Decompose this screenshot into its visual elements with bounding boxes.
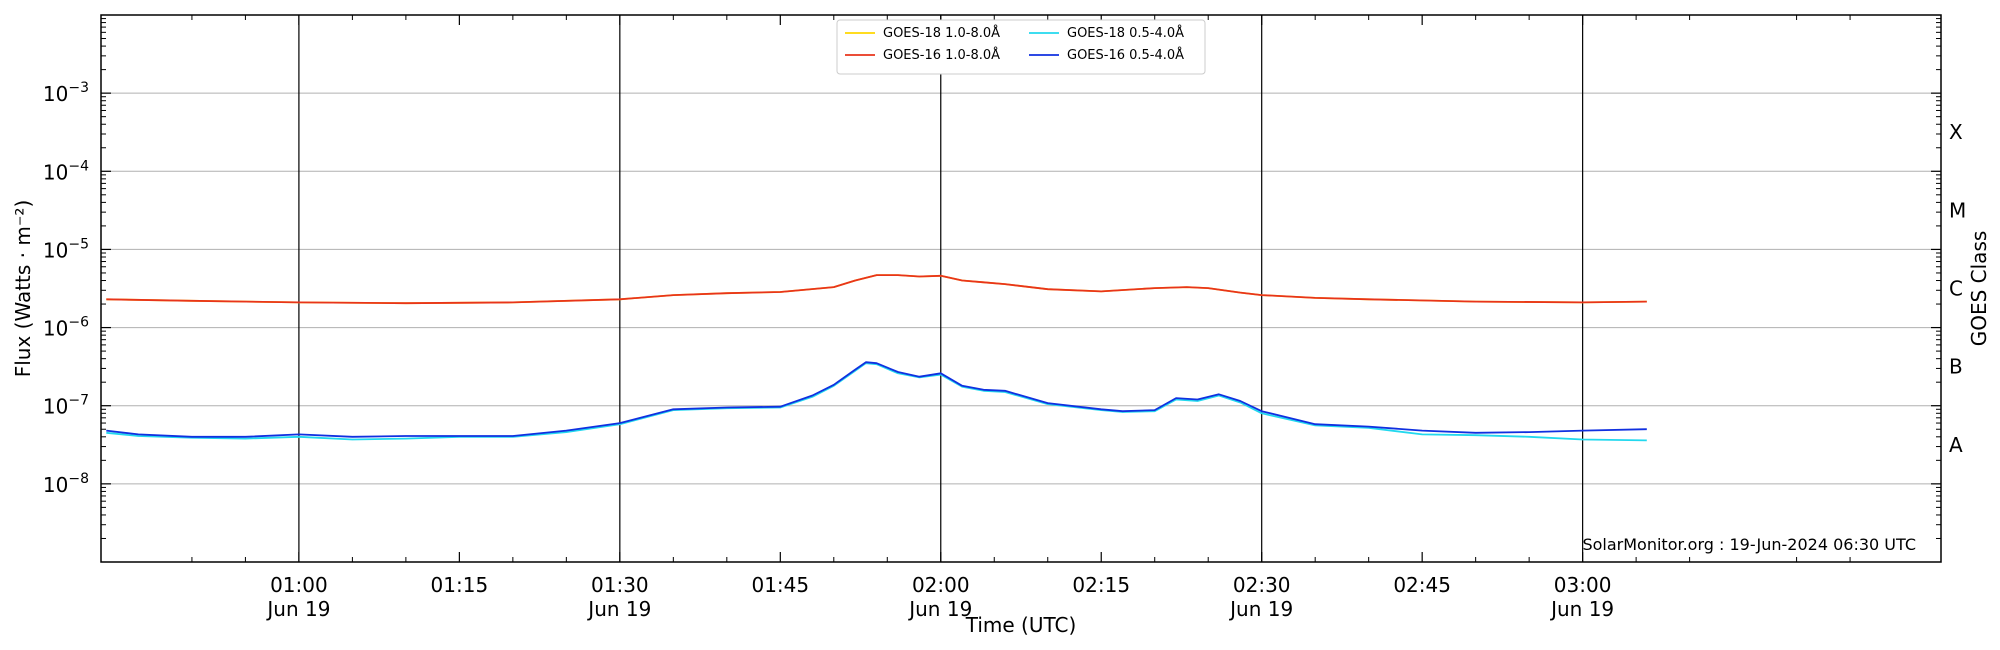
legend-label-3: GOES-16 0.5-4.0Å (1067, 47, 1184, 63)
y-tick-exponent: −5 (68, 236, 89, 252)
x-tick-label-time: 02:00 (912, 573, 970, 597)
x-tick-label-time: 02:15 (1072, 573, 1130, 597)
y-tick-label: 10−3 (43, 80, 89, 106)
goes-class-C: C (1949, 277, 1963, 301)
legend-label-1: GOES-16 1.0-8.0Å (883, 47, 1000, 63)
y-tick-base: 10 (43, 473, 68, 497)
goes-class-labels: A B C M X (1949, 120, 1966, 457)
series-line-1 (106, 274, 1647, 305)
legend-label-0: GOES-18 1.0-8.0Å (883, 25, 1000, 41)
x-tick-label-time: 01:00 (270, 573, 328, 597)
legend: GOES-18 1.0-8.0Å GOES-18 0.5-4.0Å GOES-16 … (836, 19, 1206, 75)
x-tick-label-date: Jun 19 (265, 597, 330, 621)
right-axis-title: GOES Class (1967, 231, 1991, 347)
y-axis-title: Flux (Watts · m⁻²) (11, 200, 35, 378)
x-tick-label-time: 01:45 (751, 573, 809, 597)
y-tick-base: 10 (43, 395, 68, 419)
x-tick-label-time: 01:15 (431, 573, 489, 597)
series-line-3 (106, 361, 1647, 438)
goes-class-B: B (1949, 355, 1963, 379)
y-tick-base: 10 (43, 238, 68, 262)
x-tick-label-time: 03:00 (1554, 573, 1612, 597)
y-tick-exponent: −6 (68, 315, 89, 331)
y-tick-exponent: −7 (68, 393, 89, 409)
y-tick-exponent: −3 (68, 80, 89, 96)
y-tick-label: 10−8 (43, 471, 89, 497)
y-tick-exponent: −4 (68, 158, 89, 174)
y-tick-base: 10 (43, 160, 68, 184)
x-tick-label-time: 02:45 (1393, 573, 1451, 597)
goes-class-X: X (1949, 120, 1963, 144)
y-tick-base: 10 (43, 82, 68, 106)
x-tick-label-date: Jun 19 (586, 597, 651, 621)
series-lines (106, 274, 1647, 442)
x-tick-label-time: 01:30 (591, 573, 649, 597)
x-axis-title: Time (UTC) (965, 613, 1077, 637)
watermark-text: SolarMonitor.org : 19-Jun-2024 06:30 UTC (1582, 535, 1916, 554)
x-tick-label-date: Jun 19 (1228, 597, 1293, 621)
y-tick-label: 10−7 (43, 393, 89, 419)
goes-class-M: M (1949, 198, 1966, 222)
y-tick-exponent: −8 (68, 471, 89, 487)
legend-label-2: GOES-18 0.5-4.0Å (1067, 25, 1184, 41)
y-tick-label: 10−5 (43, 236, 89, 262)
day-boundary-lines (298, 15, 1584, 562)
y-tick-label: 10−6 (43, 315, 89, 341)
x-tick-label-time: 02:30 (1233, 573, 1291, 597)
y-tick-label: 10−4 (43, 158, 89, 184)
grid-lines (101, 92, 1941, 485)
x-tick-label-date: Jun 19 (1549, 597, 1614, 621)
y-tick-base: 10 (43, 317, 68, 341)
legend-box (836, 19, 1206, 75)
plot-frame (100, 14, 1942, 563)
axis-ticks (101, 15, 1941, 562)
x-tick-label-date: Jun 19 (907, 597, 972, 621)
y-tick-labels: 10−810−710−610−510−410−3 (43, 80, 89, 497)
goes-class-A: A (1949, 433, 1963, 457)
